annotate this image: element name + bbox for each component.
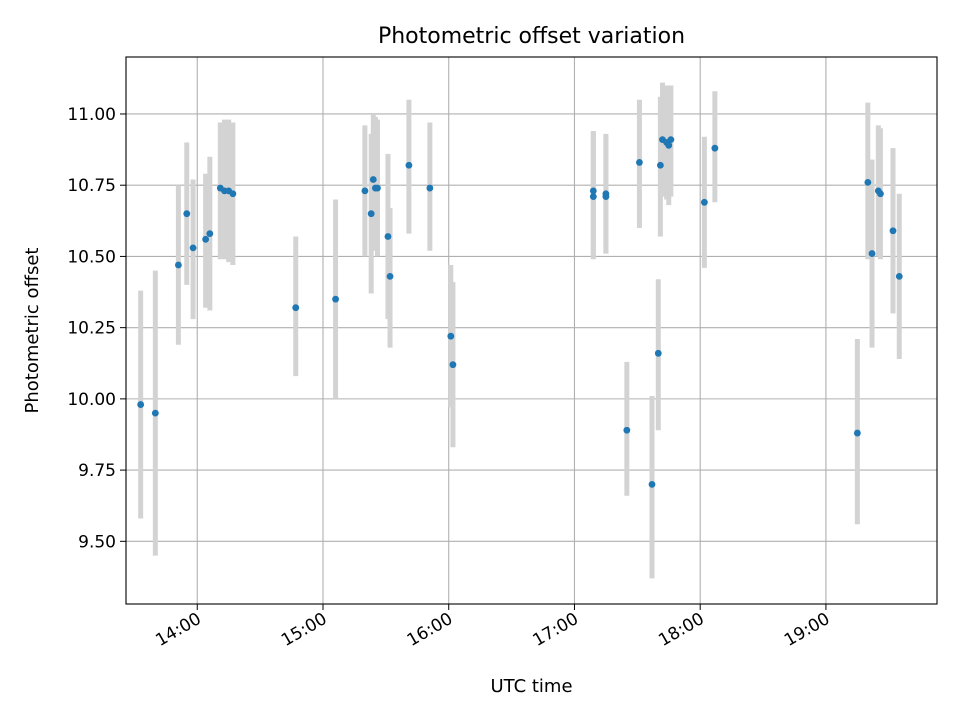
plot-frame — [125, 56, 938, 605]
data-point — [202, 235, 210, 243]
data-point — [292, 304, 300, 312]
y-tick-label: 9.75 — [78, 461, 116, 481]
data-point — [386, 272, 394, 280]
data-point — [206, 230, 214, 238]
data-point — [367, 210, 375, 218]
data-points — [137, 136, 903, 488]
y-tick-label: 10.50 — [67, 247, 116, 267]
y-tick-label: 11.00 — [67, 105, 116, 125]
data-point — [229, 190, 237, 198]
data-point — [700, 198, 708, 206]
data-point — [374, 184, 381, 192]
data-point — [623, 426, 631, 434]
data-point — [137, 401, 145, 408]
data-point — [636, 159, 643, 166]
y-axis-label: Photometric offset — [22, 248, 43, 414]
data-point — [853, 429, 861, 437]
data-point — [332, 295, 339, 303]
data-point — [711, 144, 719, 152]
y-tick-label: 9.50 — [78, 532, 116, 552]
y-tick-label: 10.25 — [67, 319, 116, 339]
data-point — [648, 480, 656, 488]
data-point — [151, 409, 159, 417]
grid-lines — [126, 57, 937, 604]
data-point — [361, 187, 369, 195]
data-point — [589, 187, 597, 195]
data-point — [665, 141, 673, 149]
chart-title: Photometric offset variation — [378, 24, 685, 49]
data-point — [895, 272, 903, 280]
y-tick-label: 10.75 — [67, 176, 116, 196]
data-point — [602, 190, 610, 198]
data-point — [868, 250, 876, 257]
data-point — [174, 261, 182, 269]
data-point — [889, 227, 897, 235]
data-point — [384, 233, 392, 240]
data-point — [447, 332, 455, 340]
data-point — [864, 178, 872, 186]
data-point — [589, 193, 597, 200]
data-point — [656, 161, 664, 169]
data-point — [449, 361, 457, 369]
data-point — [189, 244, 197, 252]
data-point — [667, 136, 675, 144]
y-tick-label: 10.00 — [67, 390, 116, 410]
data-point — [426, 184, 434, 192]
data-point — [369, 176, 377, 183]
data-point — [405, 161, 413, 169]
x-axis-label: UTC time — [490, 676, 572, 697]
data-point — [183, 210, 191, 218]
data-point — [654, 349, 662, 357]
data-point — [877, 190, 884, 198]
